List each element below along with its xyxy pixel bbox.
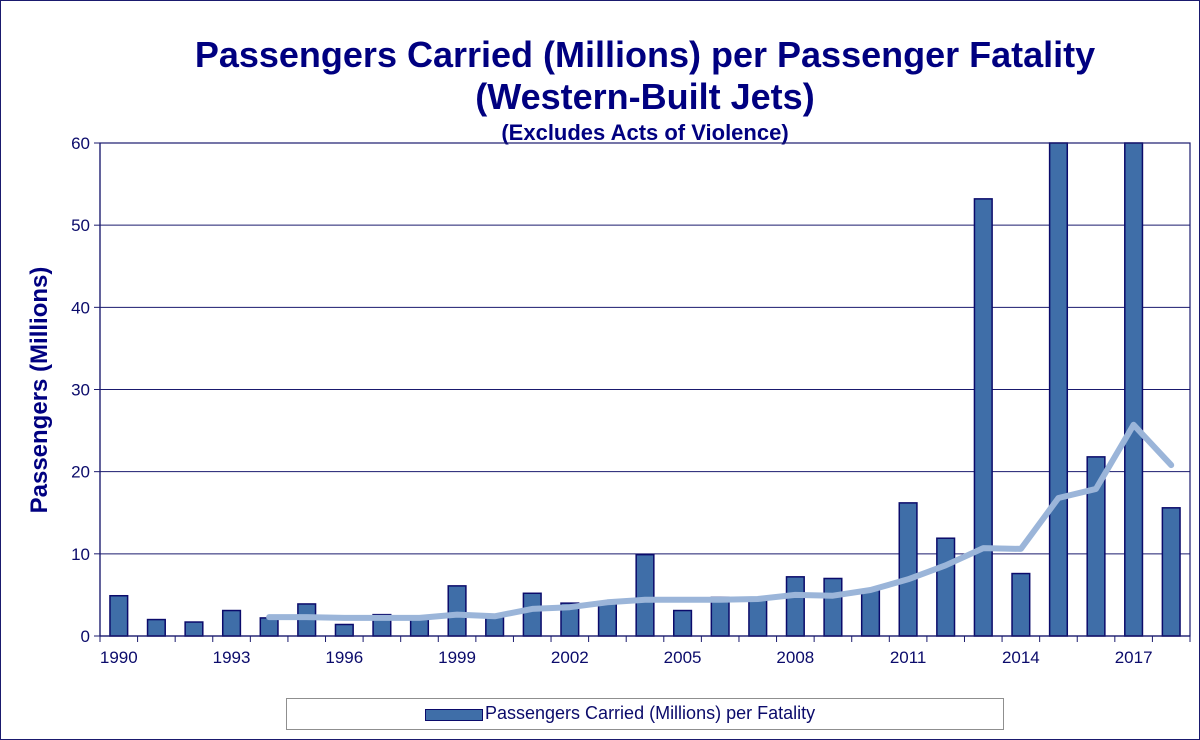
chart-subtitle-2: (Excludes Acts of Violence) [501, 120, 789, 145]
legend-swatch [425, 709, 483, 721]
bar [710, 596, 730, 637]
bar [748, 598, 768, 637]
bar [1011, 572, 1031, 637]
bar [1124, 142, 1144, 637]
bar [635, 553, 655, 637]
bar [146, 618, 166, 637]
bar [334, 623, 354, 637]
bar [485, 616, 505, 637]
y-tick-label: 10 [71, 545, 90, 564]
bar [898, 502, 918, 637]
bar [936, 537, 956, 637]
line-series [266, 421, 1175, 621]
chart-subtitle: (Western-Built Jets) [475, 76, 815, 117]
x-tick-label: 1993 [213, 648, 251, 667]
x-tick-label: 2014 [1002, 648, 1040, 667]
bar [221, 609, 242, 637]
bar [184, 621, 204, 637]
bar [1161, 507, 1181, 637]
y-tick-label: 20 [71, 463, 90, 482]
legend: Passengers Carried (Millions) per Fatali… [286, 698, 1004, 730]
bar [259, 617, 279, 637]
y-tick-label: 50 [71, 216, 90, 235]
bar [785, 576, 805, 637]
y-tick-label: 40 [71, 298, 90, 317]
legend-label: Passengers Carried (Millions) per Fatali… [485, 703, 816, 723]
bar [673, 609, 693, 637]
x-tick-label: 2005 [664, 648, 702, 667]
bar [597, 600, 617, 637]
bar [1048, 142, 1069, 637]
bar [973, 198, 993, 637]
x-tick-label: 2008 [776, 648, 814, 667]
x-tick-label: 1999 [438, 648, 476, 667]
y-tick-label: 60 [71, 134, 90, 153]
bar [522, 592, 542, 637]
bar [860, 589, 881, 637]
plot-area-border [99, 142, 1191, 637]
x-tick-label: 1996 [325, 648, 363, 667]
bar [447, 585, 467, 637]
y-tick-label: 0 [81, 627, 90, 646]
x-tick-label: 1990 [100, 648, 138, 667]
x-tick-label: 2011 [890, 648, 927, 667]
chart-title: Passengers Carried (Millions) per Passen… [194, 34, 1096, 75]
bar [823, 577, 843, 637]
y-tick-label: 30 [71, 381, 90, 400]
x-tick-label: 2002 [551, 648, 589, 667]
bar [109, 594, 129, 637]
x-tick-label: 2017 [1115, 648, 1153, 667]
